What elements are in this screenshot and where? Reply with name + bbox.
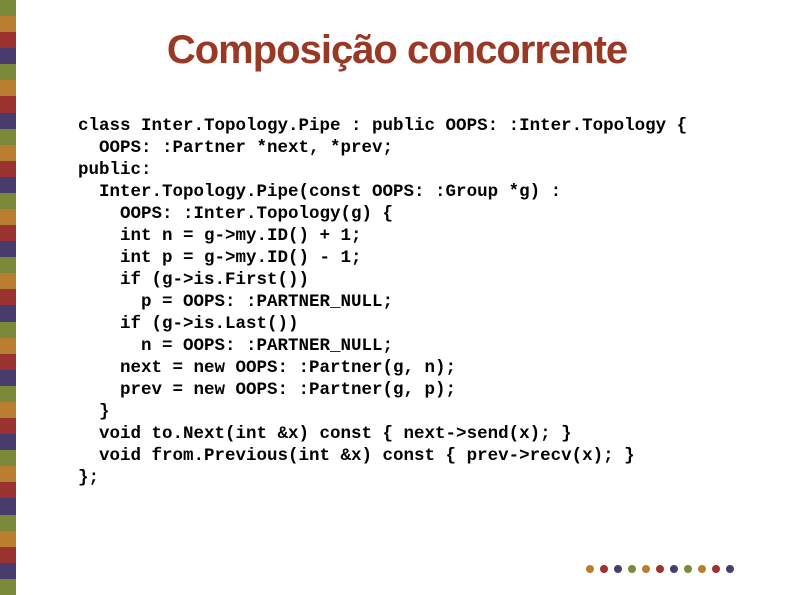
footer-dot — [628, 565, 636, 573]
border-segment — [0, 129, 16, 145]
border-segment — [0, 96, 16, 112]
footer-dot — [586, 565, 594, 573]
border-segment — [0, 498, 16, 514]
border-segment — [0, 0, 16, 16]
border-segment — [0, 418, 16, 434]
footer-dot — [670, 565, 678, 573]
border-segment — [0, 177, 16, 193]
border-segment — [0, 370, 16, 386]
footer-dot — [712, 565, 720, 573]
border-segment — [0, 579, 16, 595]
border-segment — [0, 547, 16, 563]
border-segment — [0, 402, 16, 418]
border-segment — [0, 257, 16, 273]
footer-dot — [684, 565, 692, 573]
footer-dot — [600, 565, 608, 573]
border-segment — [0, 322, 16, 338]
border-segment — [0, 434, 16, 450]
decorative-bottom-dots — [586, 565, 734, 573]
border-segment — [0, 482, 16, 498]
border-segment — [0, 515, 16, 531]
border-segment — [0, 466, 16, 482]
footer-dot — [698, 565, 706, 573]
border-segment — [0, 450, 16, 466]
border-segment — [0, 80, 16, 96]
border-segment — [0, 305, 16, 321]
footer-dot — [614, 565, 622, 573]
border-segment — [0, 354, 16, 370]
footer-dot — [656, 565, 664, 573]
border-segment — [0, 161, 16, 177]
code-block: class Inter.Topology.Pipe : public OOPS:… — [78, 115, 687, 489]
border-segment — [0, 193, 16, 209]
slide-title: Composição concorrente — [0, 28, 794, 73]
border-segment — [0, 145, 16, 161]
decorative-left-border — [0, 0, 16, 595]
border-segment — [0, 273, 16, 289]
border-segment — [0, 338, 16, 354]
border-segment — [0, 225, 16, 241]
border-segment — [0, 289, 16, 305]
footer-dot — [726, 565, 734, 573]
border-segment — [0, 209, 16, 225]
footer-dot — [642, 565, 650, 573]
border-segment — [0, 563, 16, 579]
border-segment — [0, 241, 16, 257]
border-segment — [0, 386, 16, 402]
border-segment — [0, 113, 16, 129]
border-segment — [0, 531, 16, 547]
